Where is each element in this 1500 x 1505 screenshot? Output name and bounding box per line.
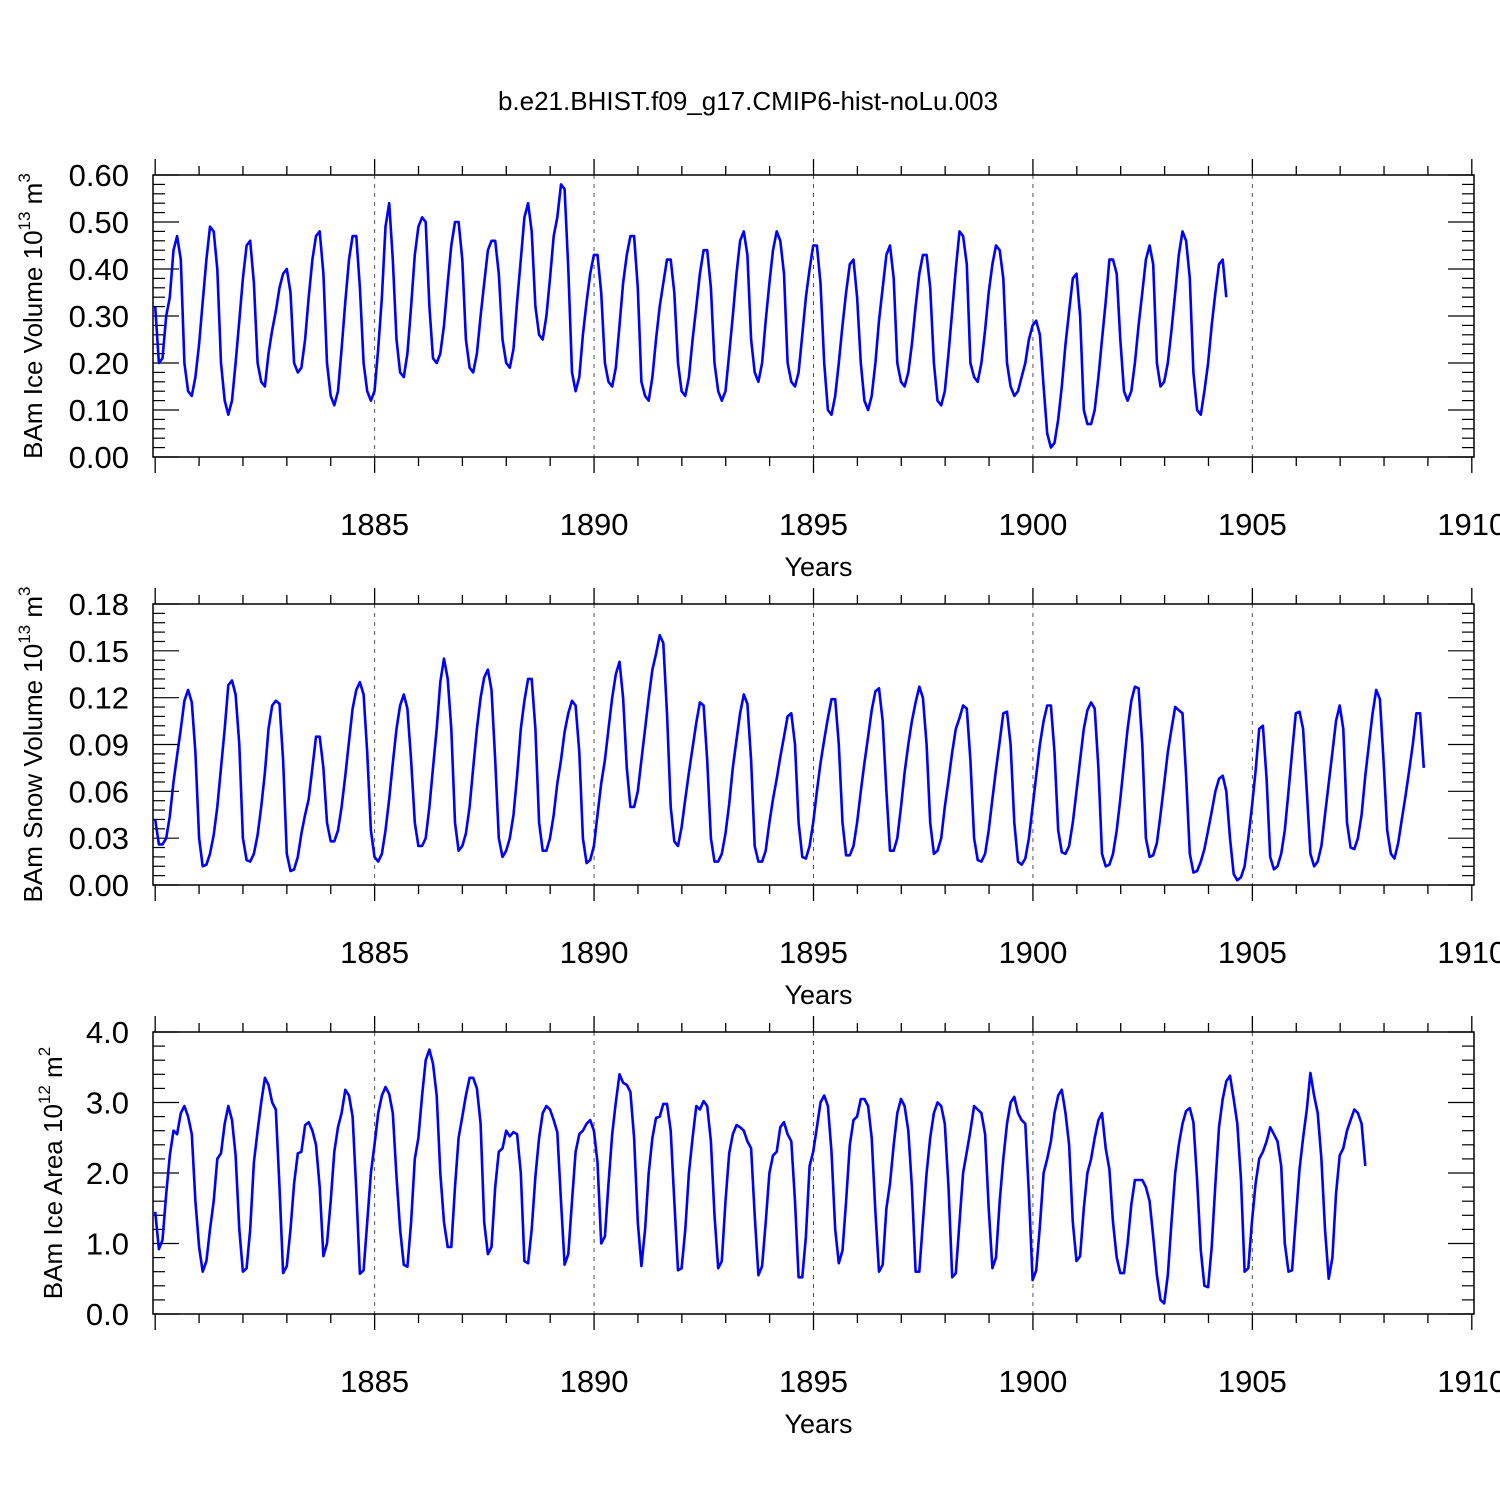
y-axis-label: BAm Ice Area 1012 m2 — [35, 1047, 68, 1299]
series-line-bam-snow-volume — [153, 633, 1426, 882]
y-tick-label: 4.0 — [86, 1015, 129, 1050]
figure-title: b.e21.BHIST.f09_g17.CMIP6-hist-noLu.003 — [498, 86, 998, 116]
x-axis-label: Years — [784, 980, 852, 1010]
y-tick-label: 0.03 — [69, 821, 129, 856]
y-tick-label: 0.06 — [69, 774, 129, 809]
x-tick-label: 1890 — [560, 935, 629, 970]
y-tick-label: 0.00 — [69, 440, 129, 475]
y-tick-label: 0.0 — [86, 1297, 129, 1332]
y-tick-label: 2.0 — [86, 1156, 129, 1191]
y-tick-label: 0.18 — [69, 587, 129, 622]
y-tick-label: 3.0 — [86, 1086, 129, 1121]
y-tick-label: 0.12 — [69, 681, 129, 716]
y-axis-label: BAm Snow Volume 1013 m3 — [15, 587, 48, 903]
series-line-bam-ice-area — [153, 1048, 1367, 1305]
x-axis-label: Years — [784, 1409, 852, 1439]
x-tick-label: 1895 — [779, 507, 848, 542]
x-axis-label: Years — [784, 552, 852, 582]
x-tick-label: 1885 — [340, 507, 409, 542]
y-tick-label: 0.09 — [69, 728, 129, 763]
y-tick-label: 0.60 — [69, 158, 129, 193]
x-tick-label: 1885 — [340, 935, 409, 970]
x-tick-label: 1890 — [560, 507, 629, 542]
x-tick-label: 1900 — [998, 935, 1067, 970]
y-tick-label: 0.30 — [69, 299, 129, 334]
x-tick-label: 1910 — [1437, 1364, 1500, 1399]
x-tick-label: 1890 — [560, 1364, 629, 1399]
x-tick-label: 1910 — [1437, 507, 1500, 542]
y-axis-label: BAm Ice Volume 1013 m3 — [15, 173, 48, 459]
plot-frame — [152, 603, 1475, 886]
y-tick-label: 0.50 — [69, 205, 129, 240]
y-tick-label: 0.00 — [69, 868, 129, 903]
panel-2: 1885 1890 1895 1900 1905 1910 Years 0.00 0.03 0.0… — [15, 587, 1500, 1010]
x-tick-label: 1895 — [779, 935, 848, 970]
plot-frame — [152, 174, 1475, 458]
x-tick-label: 1895 — [779, 1364, 848, 1399]
x-tick-label: 1905 — [1218, 1364, 1287, 1399]
y-tick-label: 0.20 — [69, 346, 129, 381]
y-tick-label: 0.40 — [69, 252, 129, 287]
plot-frame — [152, 1031, 1475, 1315]
y-tick-label: 0.15 — [69, 634, 129, 669]
x-tick-label: 1885 — [340, 1364, 409, 1399]
x-tick-label: 1900 — [998, 507, 1067, 542]
x-tick-label: 1900 — [998, 1364, 1067, 1399]
x-tick-label: 1910 — [1437, 935, 1500, 970]
x-tick-label: 1905 — [1218, 507, 1287, 542]
panel-1: 1885 1890 1895 1900 1905 1910 Years 0.00 0.10 0.2… — [15, 158, 1500, 582]
panel-3: 1885 1890 1895 1900 1905 1910 Years 0.0 1.0 2.0 3.… — [35, 1015, 1500, 1439]
series-line-bam-ice-volume — [153, 183, 1228, 449]
y-tick-label: 1.0 — [86, 1227, 129, 1262]
x-tick-label: 1905 — [1218, 935, 1287, 970]
y-tick-label: 0.10 — [69, 393, 129, 428]
